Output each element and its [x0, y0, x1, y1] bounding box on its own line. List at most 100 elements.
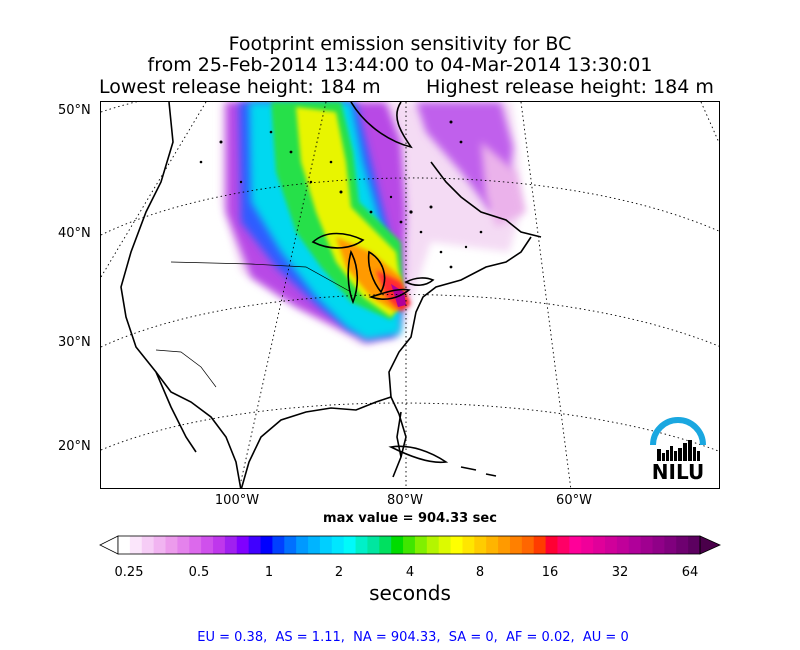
lat-label-50n: 50°N [58, 103, 91, 118]
colorbar-tick: 0.25 [114, 565, 144, 580]
colorbar-tick: 4 [405, 565, 415, 580]
colorbar-segment [664, 536, 677, 554]
map-canvas [101, 102, 719, 488]
us-mexico-border [155, 349, 217, 388]
graticule [101, 102, 719, 488]
great-lake-erie [368, 288, 411, 300]
colorbar-segment [201, 536, 214, 554]
plot-date-range: from 25-Feb-2014 13:44:00 to 04-Mar-2014… [147, 54, 653, 76]
colorbar-over-arrow [699, 535, 721, 555]
nilu-logo-text: NILU [652, 460, 704, 483]
colorbar-under-arrow [99, 535, 119, 555]
lat-label-40n: 40°N [58, 226, 91, 241]
colorbar-unit-label: seconds [369, 581, 451, 605]
colorbar [99, 535, 721, 555]
colorbar-tick: 0.5 [188, 565, 210, 580]
colorbar-segment [403, 536, 416, 554]
baja-california [155, 371, 197, 453]
colorbar-segment [189, 536, 202, 554]
colorbar-segment [498, 536, 511, 554]
cuba [388, 445, 449, 464]
colorbar-segment [141, 536, 155, 554]
colorbar-segment [581, 536, 594, 554]
max-value-label: max value = 904.33 sec [323, 511, 497, 526]
colorbar-segment [462, 536, 475, 554]
colorbar-segment [308, 536, 321, 554]
colorbar-segment [640, 536, 654, 554]
caribbean-islands [460, 466, 497, 477]
colorbar-segment [628, 536, 642, 554]
borders [155, 261, 352, 388]
colorbar-segment [284, 536, 297, 554]
plot-title: Footprint emission sensitivity for BC [228, 33, 572, 55]
colorbar-segment [165, 536, 178, 554]
colorbar-segment [545, 536, 559, 554]
colorbar-segment [688, 536, 701, 554]
colorbar-outline [117, 535, 701, 555]
coastlines [120, 102, 542, 488]
colorbar-tick: 2 [334, 565, 344, 580]
colorbar-segment [296, 536, 309, 554]
colorbar-segment [236, 536, 250, 554]
meridian-100w [238, 102, 327, 488]
colorbar-segment [509, 536, 523, 554]
colorbar-segment [414, 536, 428, 554]
colorbar-segment [177, 536, 190, 554]
colorbar-segment [521, 536, 535, 554]
colorbar-segment [118, 536, 131, 554]
colorbar-segment [260, 536, 274, 554]
lon-label-100w: 100°W [214, 493, 260, 508]
hudson-bay-shore [350, 102, 413, 149]
parallel-30n [101, 294, 719, 348]
colorbar-segment [272, 536, 285, 554]
colorbar-segment [129, 536, 143, 554]
colorbar-segment [593, 536, 606, 554]
great-lake-huron [367, 250, 386, 294]
colorbar-segment [355, 536, 369, 554]
highest-release-height: Highest release height: 184 m [426, 76, 714, 98]
colorbar-segment [379, 536, 392, 554]
lat-label-30n: 30°N [58, 335, 91, 350]
great-lake-superior [311, 232, 365, 249]
pacific-coast [120, 102, 242, 488]
colorbar-segment [426, 536, 440, 554]
footprint-field [221, 102, 526, 344]
colorbar-segment [343, 536, 357, 554]
lowest-release-height: Lowest release height: 184 m [99, 76, 381, 98]
colorbar-tick: 64 [681, 565, 699, 580]
plume-light-northeast [481, 142, 526, 227]
colorbar-segment [676, 536, 689, 554]
colorbar-tick: 32 [611, 565, 629, 580]
meridian-60w [520, 102, 572, 488]
colorbar-segment [486, 536, 499, 554]
colorbar-segment [569, 536, 582, 554]
parallel-20n [101, 402, 719, 452]
colorbar-segment [438, 536, 452, 554]
colorbar-tick: 1 [264, 565, 274, 580]
colorbar-segment [213, 536, 226, 554]
lon-label-60w: 60°W [556, 493, 592, 508]
great-lake-michigan [347, 249, 359, 305]
colorbar-tick: 8 [475, 565, 485, 580]
colorbar-segment [331, 536, 345, 554]
colorbar-segment [616, 536, 630, 554]
colorbar-segment [248, 536, 262, 554]
map-panel [100, 101, 720, 489]
colorbar-segment [319, 536, 333, 554]
colorbar-segment [367, 536, 380, 554]
meridian-120w [101, 102, 207, 278]
region-summary: EU = 0.38, AS = 1.11, NA = 904.33, SA = … [197, 630, 629, 645]
colorbar-tick: 16 [541, 565, 559, 580]
colorbar-segment [604, 536, 618, 554]
great-lake-ontario [404, 277, 435, 286]
atlantic-coast [388, 236, 532, 398]
meridian-40w [700, 102, 719, 144]
colorbar-segment [391, 536, 404, 554]
colorbar-segment [557, 536, 570, 554]
colorbar-segment [153, 536, 167, 554]
lon-label-80w: 80°W [387, 493, 423, 508]
labrador-coast [430, 161, 542, 238]
us-canada-border [170, 261, 352, 293]
colorbar-segment [450, 536, 464, 554]
colorbar-segment [474, 536, 487, 554]
